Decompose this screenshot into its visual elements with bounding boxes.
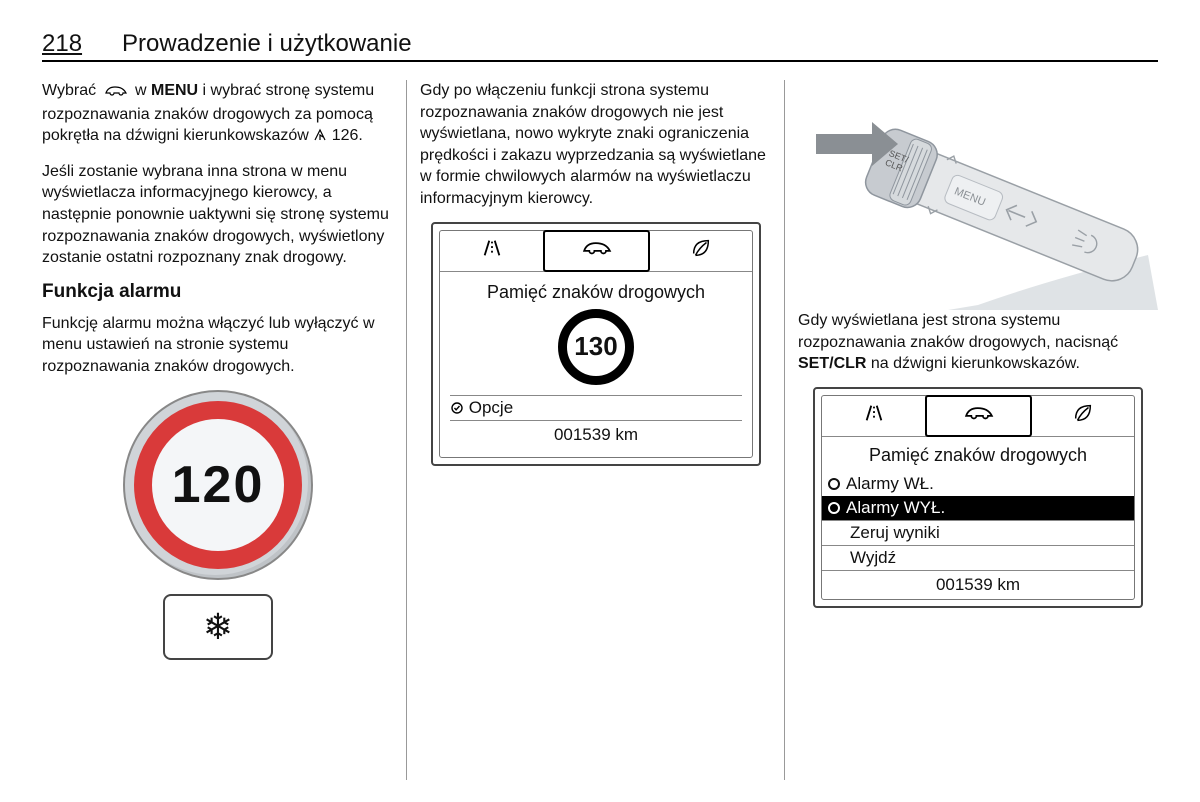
lcd-option-alarms-off-selected: Alarmy WYŁ.	[822, 496, 1134, 520]
lcd-odometer: 001539 km	[822, 570, 1134, 599]
lcd-tab-leaf	[1031, 396, 1134, 436]
text: w	[135, 82, 151, 99]
stalk-figure: SET/ CLR MENU	[798, 80, 1158, 310]
lcd-option-reset: Zeruj wyniki	[822, 520, 1134, 545]
page-header: 218 Prowadzenie i użytkowanie	[42, 30, 1158, 62]
lcd-tabs	[822, 396, 1134, 437]
snowflake-icon: ❄	[203, 606, 233, 648]
page-ref-number: 126	[332, 127, 359, 144]
speed-sign-figure: 120 ❄	[42, 390, 394, 660]
page-ref-icon	[313, 127, 327, 149]
menu-bold: MENU	[151, 82, 198, 99]
col1-heading: Funkcja alarmu	[42, 281, 394, 303]
setclr-bold: SET/CLR	[798, 355, 866, 372]
lcd-option-exit: Wyjdź	[822, 545, 1134, 570]
lcd-tab-leaf	[649, 231, 752, 271]
lcd-speed-sign: 130	[558, 309, 634, 385]
lcd-speed-value: 130	[574, 331, 617, 362]
text: Alarmy WYŁ.	[846, 498, 945, 517]
lcd-display-2: Pamięć znaków drogowych Alarmy WŁ. Alarm…	[813, 387, 1143, 608]
text: .	[358, 127, 362, 144]
lcd-tab-lane	[440, 231, 544, 271]
page-number: 218	[42, 30, 82, 58]
lcd-tabs	[440, 231, 752, 272]
lcd-tab-lane	[822, 396, 926, 436]
lcd-tab-car-active	[925, 395, 1032, 437]
column-2: Gdy po włączeniu funkcji strona systemu …	[420, 80, 772, 780]
snow-condition-plate: ❄	[163, 594, 273, 660]
column-1: Wybrać w MENU i wybrać stronę systemu ro…	[42, 80, 394, 780]
col1-para-2: Jeśli zostanie wybrana inna strona w men…	[42, 161, 394, 269]
lcd-title: Pamięć znaków drogowych	[822, 445, 1134, 466]
radio-empty-icon	[828, 502, 840, 514]
col2-para-1: Gdy po włączeniu funkcji strona systemu …	[420, 80, 772, 210]
sign-speed-value: 120	[172, 455, 265, 515]
text: Alarmy WŁ.	[846, 474, 934, 493]
lcd-options-label: Opcje	[469, 398, 513, 417]
col1-para-3: Funkcję alarmu można włączyć lub wyłączy…	[42, 313, 394, 378]
lcd-title: Pamięć znaków drogowych	[450, 282, 742, 303]
lcd-display-1: Pamięć znaków drogowych 130 Opcje 001539…	[431, 222, 761, 466]
col3-para-1: Gdy wyświetlana jest strona systemu rozp…	[798, 310, 1158, 375]
sign-outer-ring: 120	[123, 390, 313, 580]
radio-empty-icon	[828, 478, 840, 490]
text: Zeruj wyniki	[850, 523, 940, 542]
col1-para-1: Wybrać w MENU i wybrać stronę systemu ro…	[42, 80, 394, 149]
lcd-tab-car-active	[543, 230, 650, 272]
text: Wybrać	[42, 82, 101, 99]
lcd-option-alarms-on: Alarmy WŁ.	[822, 472, 1134, 496]
column-divider	[406, 80, 407, 780]
lcd-options-row: Opcje	[450, 395, 742, 420]
column-divider	[784, 80, 785, 780]
page-title: Prowadzenie i użytkowanie	[122, 30, 412, 58]
sign-red-ring: 120	[134, 401, 302, 569]
column-3: SET/ CLR MENU	[798, 80, 1158, 780]
text: Wyjdź	[850, 548, 896, 567]
text: Gdy wyświetlana jest strona systemu rozp…	[798, 312, 1118, 351]
text: na dźwigni kierunkowskazów.	[871, 355, 1080, 372]
lcd-odometer: 001539 km	[450, 420, 742, 449]
car-icon	[101, 82, 131, 104]
